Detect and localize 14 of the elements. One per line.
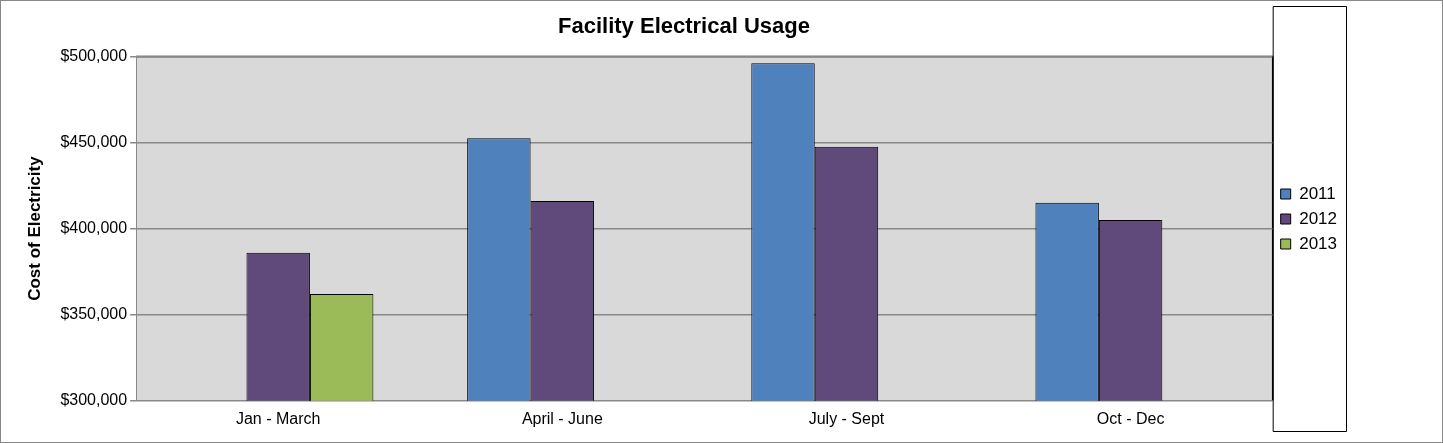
- legend-label: 2012: [1299, 208, 1338, 228]
- y-tick-label: $300,000: [60, 391, 128, 409]
- x-tick-label: Oct - Dec: [1096, 409, 1165, 427]
- x-tick-label: July - Sept: [808, 409, 885, 427]
- x-tick-label: Jan - March: [235, 409, 321, 427]
- y-tick-label: $400,000: [60, 219, 128, 237]
- y-tick-label: $450,000: [60, 132, 128, 150]
- legend-label: 2011: [1299, 183, 1336, 203]
- y-tick-label: $500,000: [60, 46, 128, 64]
- x-tick-label: April - June: [521, 409, 603, 427]
- chart-title: Facility Electrical Usage: [558, 13, 810, 39]
- y-tick-label: $350,000: [60, 305, 128, 323]
- legend-label: 2013: [1299, 233, 1338, 253]
- y-axis-title: Cost of Electricity: [24, 155, 44, 301]
